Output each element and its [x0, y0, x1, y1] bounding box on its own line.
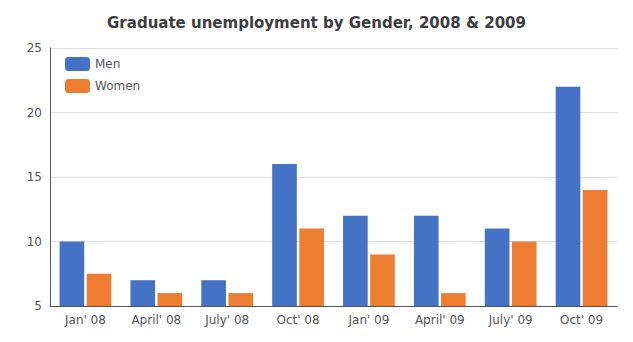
- svg-text:20: 20: [27, 106, 42, 120]
- svg-text:July' 08: July' 08: [204, 313, 249, 327]
- svg-text:Jan' 08: Jan' 08: [64, 313, 106, 327]
- svg-text:Men: Men: [95, 57, 120, 71]
- svg-text:5: 5: [34, 299, 42, 313]
- svg-text:April' 09: April' 09: [415, 313, 465, 327]
- svg-text:Oct' 09: Oct' 09: [560, 313, 603, 327]
- svg-text:Jan' 09: Jan' 09: [347, 313, 389, 327]
- svg-text:15: 15: [27, 170, 42, 184]
- svg-text:25: 25: [27, 41, 42, 55]
- svg-text:April' 08: April' 08: [131, 313, 181, 327]
- svg-text:Oct' 08: Oct' 08: [276, 313, 319, 327]
- svg-text:July' 09: July' 09: [488, 313, 533, 327]
- svg-text:Women: Women: [95, 79, 140, 93]
- svg-text:Graduate unemployment by Gende: Graduate unemployment by Gender, 2008 & …: [107, 14, 526, 32]
- svg-text:10: 10: [27, 235, 42, 249]
